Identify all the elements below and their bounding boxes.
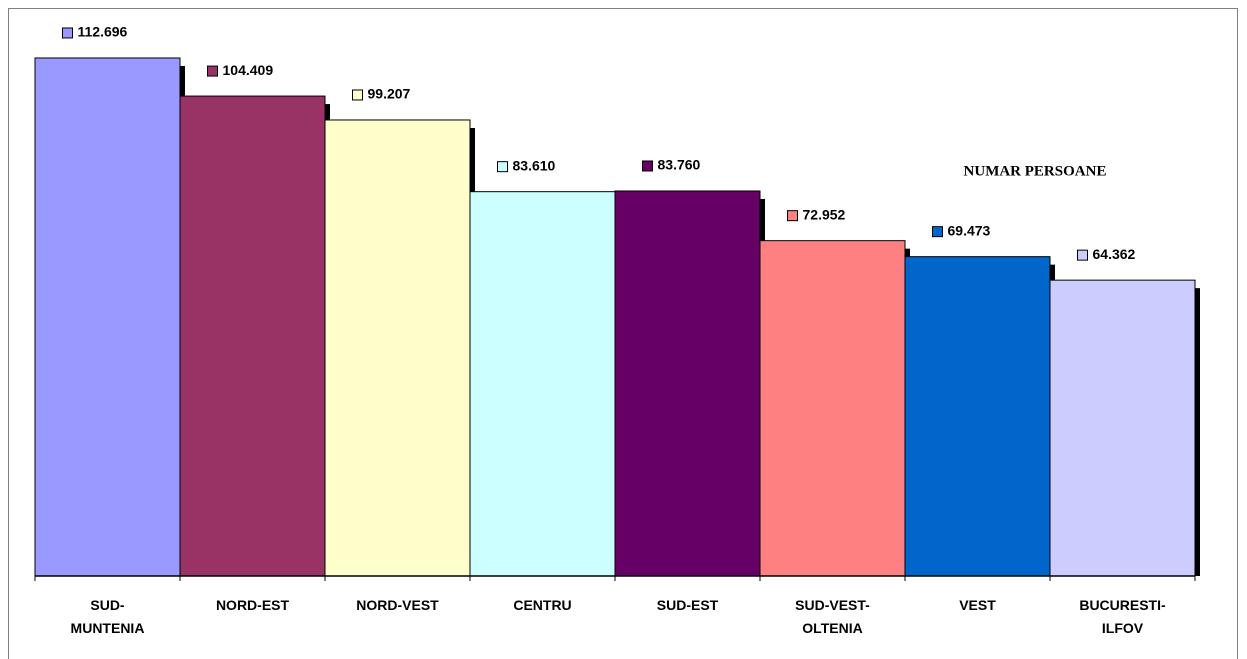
- bar: [904, 256, 1051, 577]
- label-swatch: [1077, 249, 1088, 261]
- value-label: 83.760: [658, 157, 701, 173]
- label-swatch: [932, 226, 943, 238]
- bar-shadow: [1195, 288, 1200, 576]
- value-label: 72.952: [803, 206, 846, 222]
- annotation: NUMAR PERSOANE: [964, 163, 1107, 179]
- label-swatch: [497, 161, 508, 173]
- bar: [1049, 279, 1196, 577]
- x-tick-label: NORD-EST: [215, 597, 290, 613]
- label-swatch: [207, 65, 218, 77]
- x-tick-label: SUD-VEST-OLTENIA: [795, 597, 870, 636]
- bar: [179, 95, 326, 577]
- bar: [614, 190, 761, 577]
- label-swatch: [352, 89, 363, 101]
- value-label: 112.696: [78, 24, 128, 40]
- bar: [34, 57, 181, 577]
- value-label: 104.409: [223, 62, 274, 78]
- label-swatch: [62, 27, 73, 39]
- x-tick-label: NORD-VEST: [356, 597, 439, 613]
- value-label: 69.473: [948, 222, 991, 238]
- label-swatch: [642, 160, 653, 172]
- x-tick-label: CENTRU: [513, 597, 572, 613]
- x-tick-label: SUD-MUNTENIA: [70, 597, 145, 636]
- bar: [324, 119, 471, 577]
- label-swatch: [787, 210, 798, 222]
- bar: [469, 191, 616, 577]
- x-tick-label: VEST: [959, 597, 996, 613]
- x-tick-label: BUCURESTI-ILFOV: [1079, 597, 1166, 636]
- value-label: 64.362: [1093, 246, 1136, 262]
- bar: [759, 240, 906, 577]
- x-tick-label: SUD-EST: [656, 597, 719, 613]
- value-label: 99.207: [368, 86, 411, 102]
- value-label: 83.610: [513, 157, 556, 173]
- frame: [8, 8, 1238, 659]
